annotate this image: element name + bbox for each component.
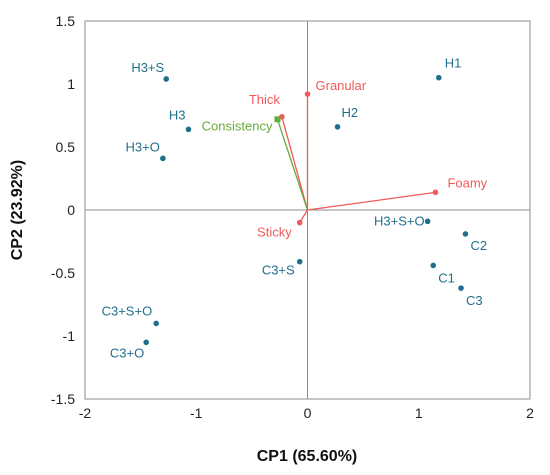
sample-point bbox=[160, 155, 166, 162]
attribute-vector-tip bbox=[432, 189, 439, 196]
sample-point-label: C2 bbox=[470, 238, 487, 253]
y-axis-title: CP2 (23.92%) bbox=[9, 160, 26, 261]
y-tick-label: -1.5 bbox=[51, 391, 75, 407]
sample-point-label: H2 bbox=[342, 105, 359, 120]
attribute-label: Granular bbox=[316, 78, 367, 93]
attribute-label: Thick bbox=[249, 92, 281, 107]
sample-point bbox=[424, 218, 431, 225]
consistency-label: Consistency bbox=[202, 118, 273, 133]
attribute-vector bbox=[281, 116, 309, 211]
consistency-vector-tip bbox=[274, 116, 281, 123]
x-axis-title: CP1 (65.60%) bbox=[257, 448, 358, 465]
attribute-vector-tip bbox=[296, 219, 303, 226]
sample-point bbox=[163, 76, 170, 82]
sample-point bbox=[143, 339, 149, 346]
sample-point bbox=[185, 126, 192, 133]
sample-point-label: H3+S+O bbox=[374, 213, 425, 228]
sample-point bbox=[462, 231, 469, 237]
sample-point-label: H1 bbox=[445, 56, 462, 71]
point-labels-layer: Granular Thick Foamy Sticky Consistency H1 H2 H… bbox=[102, 56, 488, 361]
attribute-vector-tip bbox=[279, 113, 285, 120]
sample-point bbox=[153, 320, 159, 327]
consistency-vector bbox=[276, 119, 309, 211]
y-tick-label: 1.5 bbox=[56, 13, 76, 29]
x-tick-label: 0 bbox=[304, 405, 312, 421]
x-tick-label: -1 bbox=[190, 405, 203, 421]
y-tick-label: 0.5 bbox=[56, 139, 76, 155]
y-tick-label: 0 bbox=[67, 202, 75, 218]
sample-point-label: H3 bbox=[169, 107, 186, 122]
sample-point-label: H3+S bbox=[131, 60, 164, 75]
sample-point-label: H3+O bbox=[126, 139, 160, 154]
sample-point-label: C3+O bbox=[110, 345, 144, 360]
vector-layer bbox=[274, 91, 439, 226]
y-tick-label: 1 bbox=[67, 76, 75, 92]
sample-point bbox=[296, 258, 303, 265]
attribute-vector-tip bbox=[304, 91, 311, 97]
sample-point bbox=[430, 262, 437, 269]
attribute-vector bbox=[307, 191, 436, 211]
sample-point bbox=[458, 285, 464, 291]
attribute-label: Foamy bbox=[447, 175, 487, 190]
x-tick-label: 2 bbox=[526, 405, 534, 421]
tick-labels: -2 -1 0 1 2 1.5 1 0.5 0 -0.5 -1 -1.5 bbox=[51, 13, 534, 421]
sample-points-layer bbox=[143, 74, 469, 346]
x-tick-label: -2 bbox=[79, 405, 92, 421]
attribute-label: Sticky bbox=[257, 225, 292, 240]
y-tick-label: -0.5 bbox=[51, 265, 75, 281]
y-tick-label: -1 bbox=[63, 328, 76, 344]
sample-point-label: C1 bbox=[438, 270, 455, 285]
sample-point-label: C3+S bbox=[262, 263, 295, 278]
x-tick-label: 1 bbox=[415, 405, 423, 421]
sample-point bbox=[334, 124, 341, 130]
sample-point bbox=[435, 74, 442, 81]
sample-point-label: C3 bbox=[466, 293, 483, 308]
sample-point-label: C3+S+O bbox=[102, 303, 153, 318]
